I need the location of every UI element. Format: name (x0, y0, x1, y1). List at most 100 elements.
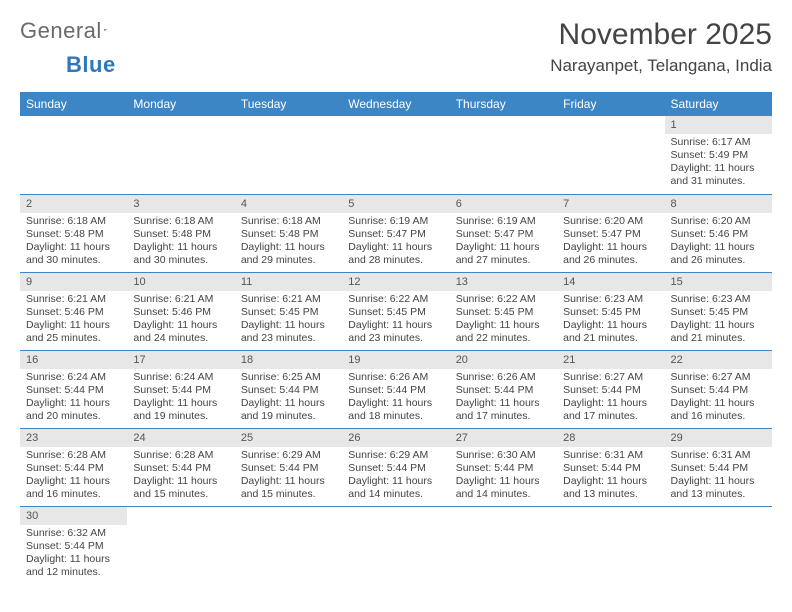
sunrise: Sunrise: 6:29 AM (241, 449, 336, 462)
daylight: Daylight: 11 hours and 19 minutes. (241, 397, 336, 423)
day-info: Sunrise: 6:26 AMSunset: 5:44 PMDaylight:… (450, 369, 557, 427)
sunset: Sunset: 5:46 PM (133, 306, 228, 319)
sunset: Sunset: 5:48 PM (133, 228, 228, 241)
calendar-cell: 2Sunrise: 6:18 AMSunset: 5:48 PMDaylight… (20, 194, 127, 272)
calendar-cell (20, 116, 127, 194)
sunrise: Sunrise: 6:28 AM (133, 449, 228, 462)
sunset: Sunset: 5:44 PM (348, 462, 443, 475)
day-number: 9 (20, 273, 127, 291)
sunset: Sunset: 5:45 PM (348, 306, 443, 319)
day-info: Sunrise: 6:29 AMSunset: 5:44 PMDaylight:… (342, 447, 449, 505)
day-info: Sunrise: 6:24 AMSunset: 5:44 PMDaylight:… (20, 369, 127, 427)
daylight: Daylight: 11 hours and 19 minutes. (133, 397, 228, 423)
day-info: Sunrise: 6:21 AMSunset: 5:46 PMDaylight:… (20, 291, 127, 349)
daylight: Daylight: 11 hours and 17 minutes. (456, 397, 551, 423)
day-info: Sunrise: 6:32 AMSunset: 5:44 PMDaylight:… (20, 525, 127, 583)
daylight: Daylight: 11 hours and 24 minutes. (133, 319, 228, 345)
daylight: Daylight: 11 hours and 13 minutes. (563, 475, 658, 501)
calendar-cell: 6Sunrise: 6:19 AMSunset: 5:47 PMDaylight… (450, 194, 557, 272)
sunset: Sunset: 5:44 PM (133, 462, 228, 475)
daylight: Daylight: 11 hours and 23 minutes. (348, 319, 443, 345)
day-header: Thursday (450, 92, 557, 116)
sunrise: Sunrise: 6:17 AM (671, 136, 766, 149)
sunset: Sunset: 5:45 PM (671, 306, 766, 319)
sunset: Sunset: 5:44 PM (241, 462, 336, 475)
calendar-cell: 22Sunrise: 6:27 AMSunset: 5:44 PMDayligh… (665, 350, 772, 428)
calendar-cell: 17Sunrise: 6:24 AMSunset: 5:44 PMDayligh… (127, 350, 234, 428)
day-info: Sunrise: 6:19 AMSunset: 5:47 PMDaylight:… (450, 213, 557, 271)
sunrise: Sunrise: 6:32 AM (26, 527, 121, 540)
calendar-cell (235, 506, 342, 584)
sunrise: Sunrise: 6:27 AM (671, 371, 766, 384)
sunrise: Sunrise: 6:21 AM (133, 293, 228, 306)
calendar-cell: 19Sunrise: 6:26 AMSunset: 5:44 PMDayligh… (342, 350, 449, 428)
day-info: Sunrise: 6:26 AMSunset: 5:44 PMDaylight:… (342, 369, 449, 427)
calendar-cell: 12Sunrise: 6:22 AMSunset: 5:45 PMDayligh… (342, 272, 449, 350)
day-number: 2 (20, 195, 127, 213)
day-header-row: Sunday Monday Tuesday Wednesday Thursday… (20, 92, 772, 116)
sunrise: Sunrise: 6:25 AM (241, 371, 336, 384)
day-info: Sunrise: 6:28 AMSunset: 5:44 PMDaylight:… (127, 447, 234, 505)
sunrise: Sunrise: 6:21 AM (241, 293, 336, 306)
sunset: Sunset: 5:44 PM (241, 384, 336, 397)
sunset: Sunset: 5:48 PM (26, 228, 121, 241)
day-info: Sunrise: 6:31 AMSunset: 5:44 PMDaylight:… (665, 447, 772, 505)
sunrise: Sunrise: 6:20 AM (671, 215, 766, 228)
flag-icon (104, 22, 108, 38)
calendar-cell: 5Sunrise: 6:19 AMSunset: 5:47 PMDaylight… (342, 194, 449, 272)
day-number: 5 (342, 195, 449, 213)
sunrise: Sunrise: 6:23 AM (563, 293, 658, 306)
title-block: November 2025 Narayanpet, Telangana, Ind… (550, 18, 772, 76)
day-number: 7 (557, 195, 664, 213)
day-number: 8 (665, 195, 772, 213)
sunset: Sunset: 5:44 PM (563, 462, 658, 475)
logo: General (20, 18, 126, 44)
sunrise: Sunrise: 6:23 AM (671, 293, 766, 306)
day-number: 24 (127, 429, 234, 447)
calendar-row: 2Sunrise: 6:18 AMSunset: 5:48 PMDaylight… (20, 194, 772, 272)
daylight: Daylight: 11 hours and 25 minutes. (26, 319, 121, 345)
calendar-cell: 1Sunrise: 6:17 AMSunset: 5:49 PMDaylight… (665, 116, 772, 194)
day-number: 6 (450, 195, 557, 213)
daylight: Daylight: 11 hours and 29 minutes. (241, 241, 336, 267)
calendar-cell: 29Sunrise: 6:31 AMSunset: 5:44 PMDayligh… (665, 428, 772, 506)
day-number: 29 (665, 429, 772, 447)
calendar-cell: 18Sunrise: 6:25 AMSunset: 5:44 PMDayligh… (235, 350, 342, 428)
calendar-cell: 11Sunrise: 6:21 AMSunset: 5:45 PMDayligh… (235, 272, 342, 350)
day-info: Sunrise: 6:31 AMSunset: 5:44 PMDaylight:… (557, 447, 664, 505)
calendar-cell: 7Sunrise: 6:20 AMSunset: 5:47 PMDaylight… (557, 194, 664, 272)
calendar-cell: 24Sunrise: 6:28 AMSunset: 5:44 PMDayligh… (127, 428, 234, 506)
daylight: Daylight: 11 hours and 16 minutes. (671, 397, 766, 423)
daylight: Daylight: 11 hours and 18 minutes. (348, 397, 443, 423)
daylight: Daylight: 11 hours and 30 minutes. (133, 241, 228, 267)
daylight: Daylight: 11 hours and 14 minutes. (456, 475, 551, 501)
day-header: Sunday (20, 92, 127, 116)
day-info: Sunrise: 6:22 AMSunset: 5:45 PMDaylight:… (342, 291, 449, 349)
daylight: Daylight: 11 hours and 15 minutes. (241, 475, 336, 501)
sunrise: Sunrise: 6:18 AM (241, 215, 336, 228)
daylight: Daylight: 11 hours and 16 minutes. (26, 475, 121, 501)
day-info: Sunrise: 6:30 AMSunset: 5:44 PMDaylight:… (450, 447, 557, 505)
calendar-cell: 14Sunrise: 6:23 AMSunset: 5:45 PMDayligh… (557, 272, 664, 350)
sunset: Sunset: 5:48 PM (241, 228, 336, 241)
daylight: Daylight: 11 hours and 14 minutes. (348, 475, 443, 501)
day-number: 17 (127, 351, 234, 369)
daylight: Daylight: 11 hours and 27 minutes. (456, 241, 551, 267)
daylight: Daylight: 11 hours and 26 minutes. (671, 241, 766, 267)
sunset: Sunset: 5:45 PM (563, 306, 658, 319)
calendar-cell: 21Sunrise: 6:27 AMSunset: 5:44 PMDayligh… (557, 350, 664, 428)
calendar-cell: 25Sunrise: 6:29 AMSunset: 5:44 PMDayligh… (235, 428, 342, 506)
day-info: Sunrise: 6:25 AMSunset: 5:44 PMDaylight:… (235, 369, 342, 427)
sunrise: Sunrise: 6:19 AM (348, 215, 443, 228)
day-number: 22 (665, 351, 772, 369)
calendar-cell: 10Sunrise: 6:21 AMSunset: 5:46 PMDayligh… (127, 272, 234, 350)
day-number: 26 (342, 429, 449, 447)
calendar-cell (127, 506, 234, 584)
day-header: Friday (557, 92, 664, 116)
sunrise: Sunrise: 6:30 AM (456, 449, 551, 462)
day-info: Sunrise: 6:29 AMSunset: 5:44 PMDaylight:… (235, 447, 342, 505)
sunrise: Sunrise: 6:22 AM (348, 293, 443, 306)
sunset: Sunset: 5:47 PM (456, 228, 551, 241)
day-number: 19 (342, 351, 449, 369)
day-info: Sunrise: 6:23 AMSunset: 5:45 PMDaylight:… (665, 291, 772, 349)
